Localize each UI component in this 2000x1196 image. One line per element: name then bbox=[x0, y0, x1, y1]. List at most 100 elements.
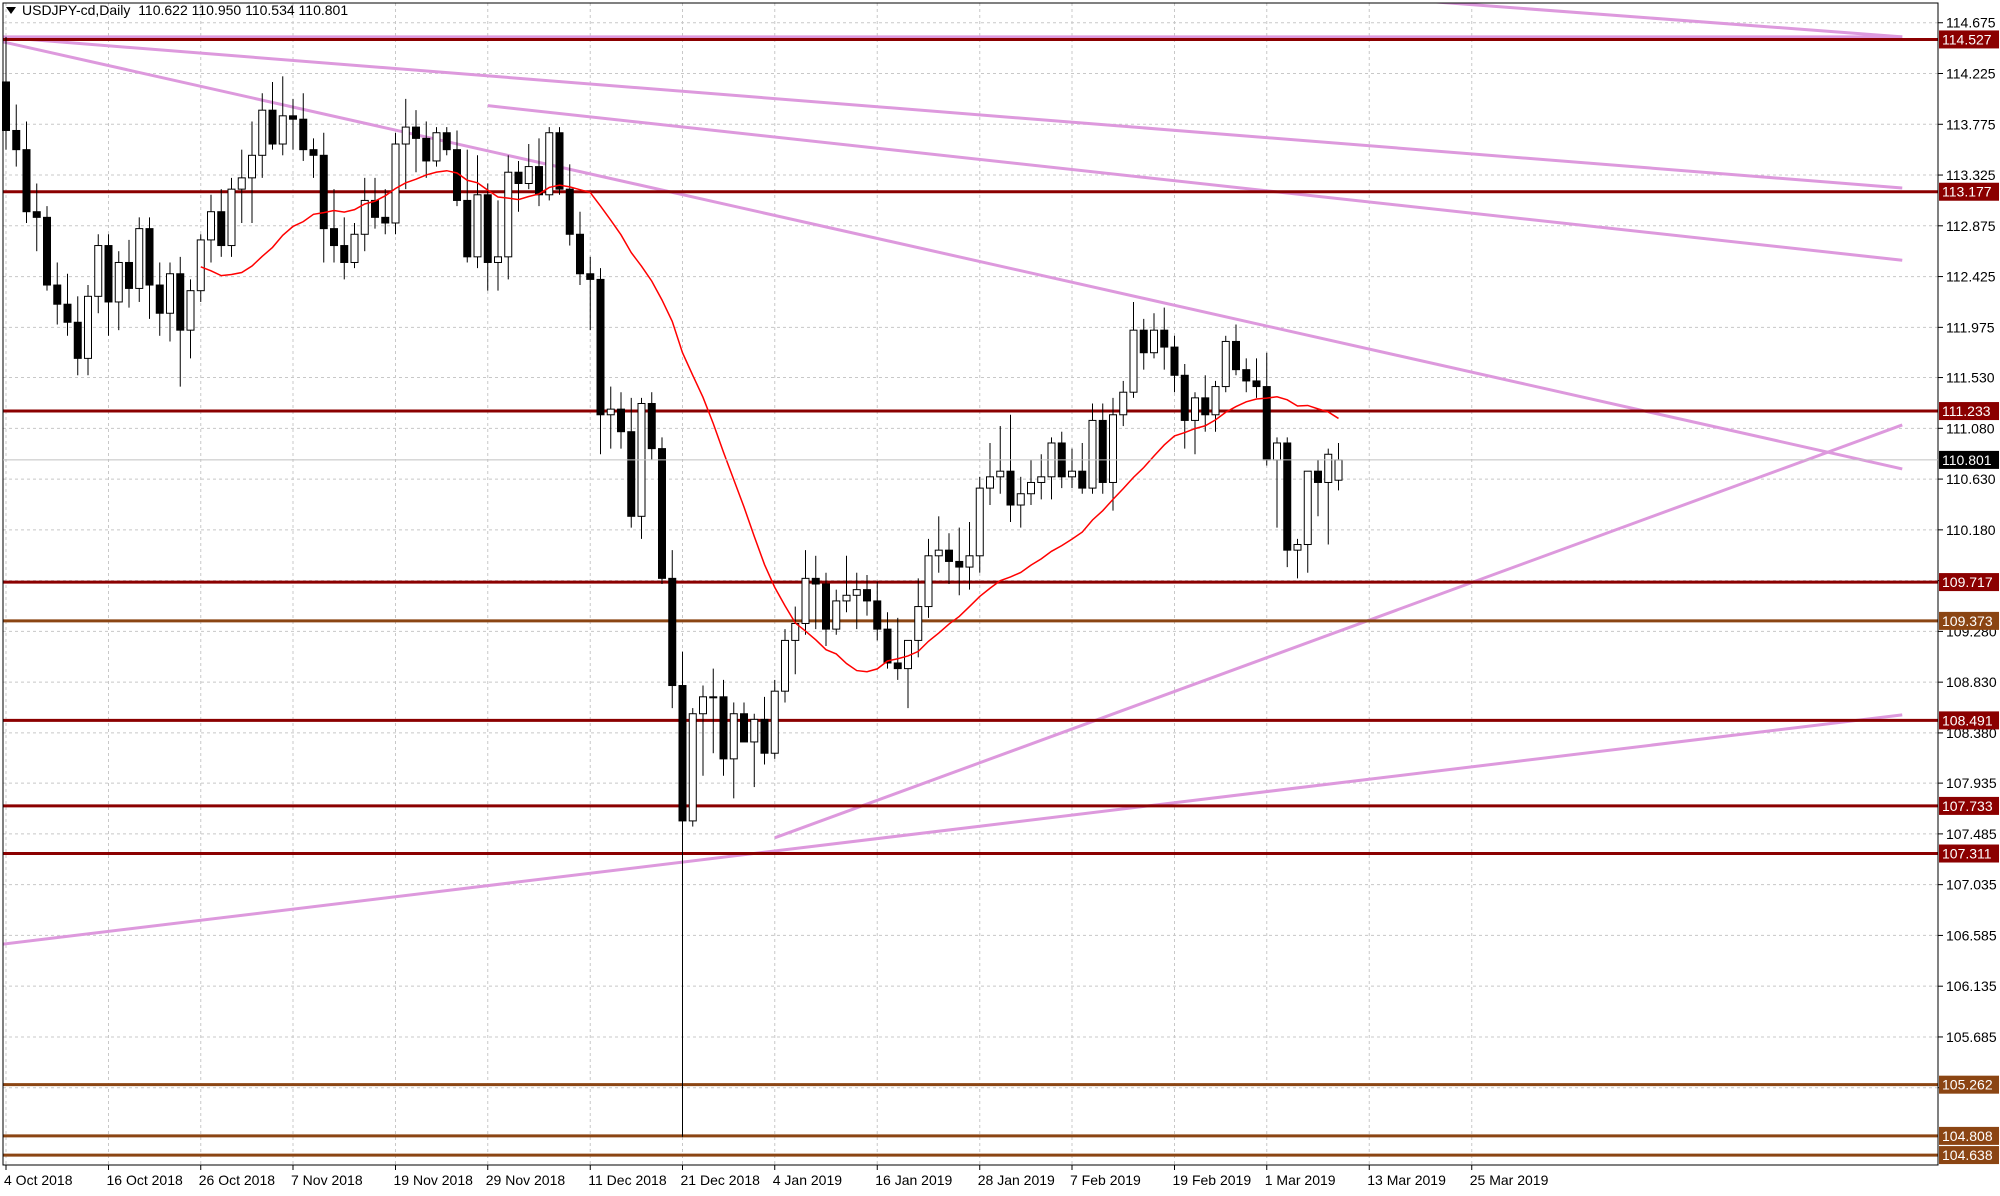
date-tick-label: 4 Jan 2019 bbox=[773, 1172, 842, 1188]
candle-bearish bbox=[565, 188, 574, 235]
candle-bullish bbox=[750, 718, 759, 743]
ohlc-values: 110.622 110.950 110.534 110.801 bbox=[138, 2, 349, 18]
candle-bearish bbox=[22, 149, 31, 213]
candle-bullish bbox=[965, 555, 974, 568]
candle-bearish bbox=[586, 273, 595, 280]
level-price-label: 108.491 bbox=[1942, 712, 1993, 728]
candle-bullish bbox=[924, 555, 933, 608]
candle-bullish bbox=[473, 194, 482, 258]
candle-bearish bbox=[1252, 380, 1261, 388]
candle-bearish bbox=[319, 154, 328, 230]
candle-bearish bbox=[309, 149, 318, 156]
candle-bearish bbox=[155, 284, 164, 314]
level-price-label-bg bbox=[1939, 796, 1999, 815]
candle-bearish bbox=[596, 278, 605, 416]
candle-bullish bbox=[84, 295, 92, 359]
date-tick-label: 19 Nov 2018 bbox=[394, 1172, 474, 1188]
trendline bbox=[487, 104, 1903, 262]
level-price-label: 109.717 bbox=[1942, 574, 1993, 590]
price-tick-label: 107.485 bbox=[1946, 826, 1997, 842]
candle-bullish bbox=[1293, 544, 1302, 551]
candle-bullish bbox=[1211, 386, 1220, 416]
candle-bullish bbox=[504, 171, 513, 258]
price-tick-label: 107.935 bbox=[1946, 775, 1997, 791]
price-tick-label: 114.675 bbox=[1946, 15, 1996, 31]
candle-bullish bbox=[135, 228, 144, 289]
date-tick-label: 28 Jan 2019 bbox=[978, 1172, 1055, 1188]
candle-bullish bbox=[1119, 391, 1128, 416]
candle-bullish bbox=[699, 696, 707, 715]
candle-bearish bbox=[145, 228, 154, 286]
candle-bullish bbox=[166, 273, 174, 314]
trendline bbox=[3, 713, 1903, 946]
candle-bearish bbox=[945, 549, 953, 562]
candle-bullish bbox=[606, 408, 615, 416]
candle-bullish bbox=[391, 143, 400, 224]
candle-bullish bbox=[770, 690, 779, 754]
candle-bearish bbox=[658, 448, 666, 579]
candle-bearish bbox=[955, 560, 964, 568]
candle-bullish bbox=[729, 713, 738, 760]
candle-bearish bbox=[422, 137, 431, 162]
candle-bullish bbox=[852, 589, 861, 596]
candle-bearish bbox=[1242, 369, 1251, 382]
price-tick-label: 113.325 bbox=[1946, 167, 1996, 183]
candle-bearish bbox=[176, 273, 185, 331]
price-tick-label: 113.775 bbox=[1946, 116, 1996, 132]
candle-bullish bbox=[196, 239, 205, 292]
plot-frame bbox=[2, 2, 1939, 1166]
date-tick-label: 4 Oct 2018 bbox=[4, 1172, 73, 1188]
current-price-label-bg bbox=[1939, 450, 1999, 469]
candle-bearish bbox=[2, 81, 10, 131]
candle-bearish bbox=[53, 284, 62, 305]
trendline bbox=[3, 40, 1903, 471]
level-price-label: 107.311 bbox=[1942, 846, 1992, 862]
date-tick-label: 16 Jan 2019 bbox=[875, 1172, 952, 1188]
candle-bearish bbox=[217, 211, 226, 247]
date-tick-label: 11 Dec 2018 bbox=[588, 1172, 667, 1188]
candle-bearish bbox=[463, 199, 472, 258]
candle-bullish bbox=[1016, 493, 1025, 506]
candle-bullish bbox=[360, 199, 369, 235]
candle-bearish bbox=[668, 577, 677, 687]
candle-bullish bbox=[207, 211, 215, 241]
candle-bearish bbox=[63, 303, 72, 323]
candle-bearish bbox=[893, 662, 902, 670]
candle-bullish bbox=[350, 233, 359, 263]
candle-bearish bbox=[1283, 442, 1292, 551]
level-price-label-bg bbox=[1939, 402, 1999, 421]
candle-bullish bbox=[996, 470, 1005, 478]
candle-bearish bbox=[1160, 329, 1169, 348]
candle-bearish bbox=[627, 431, 636, 517]
candle-bullish bbox=[227, 188, 236, 247]
trendline bbox=[3, 35, 1903, 190]
candle-bullish bbox=[914, 606, 923, 641]
candle-bullish bbox=[1088, 419, 1097, 489]
current-price-label: 110.801 bbox=[1942, 452, 1992, 468]
candle-bullish bbox=[1191, 397, 1199, 421]
level-price-label: 104.638 bbox=[1942, 1147, 1993, 1163]
chart-menu-triangle-icon[interactable] bbox=[6, 7, 16, 14]
candle-bearish bbox=[442, 132, 451, 151]
level-price-label-bg bbox=[1939, 1146, 1999, 1165]
candle-bearish bbox=[555, 132, 564, 190]
candle-bullish bbox=[975, 487, 984, 557]
candle-bearish bbox=[371, 199, 379, 218]
candle-bullish bbox=[1068, 470, 1076, 478]
level-price-label: 111.233 bbox=[1942, 403, 1991, 419]
level-price-label-bg bbox=[1939, 573, 1999, 592]
candle-bullish bbox=[94, 245, 103, 297]
candle-bearish bbox=[12, 129, 21, 151]
level-price-label-bg bbox=[1939, 844, 1999, 863]
candle-bullish bbox=[1150, 329, 1158, 354]
candle-bullish bbox=[709, 696, 718, 699]
date-tick-label: 1 Mar 2019 bbox=[1265, 1172, 1336, 1188]
candle-bullish bbox=[986, 476, 994, 489]
price-tick-label: 110.630 bbox=[1946, 471, 1996, 487]
date-tick-label: 16 Oct 2018 bbox=[107, 1172, 183, 1188]
candle-bullish bbox=[545, 132, 554, 196]
candle-bullish bbox=[524, 166, 533, 185]
date-tick-label: 21 Dec 2018 bbox=[681, 1172, 761, 1188]
